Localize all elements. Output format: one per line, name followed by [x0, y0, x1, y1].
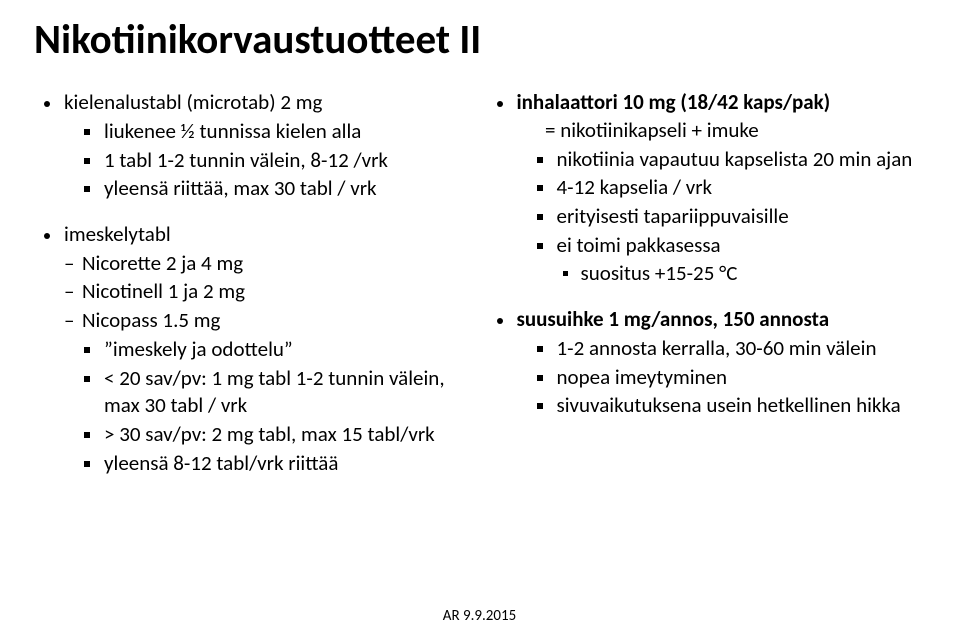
right-item: suositus +15-25 °C	[487, 260, 926, 288]
left-item: ”imeskely ja odottelu”	[34, 336, 473, 364]
left-item: yleensä riittää, max 30 tabl / vrk	[34, 175, 473, 203]
left-item: 1 tabl 1-2 tunnin välein, 8-12 /vrk	[34, 147, 473, 175]
right-item: 1-2 annosta kerralla, 30-60 min välein	[487, 335, 926, 363]
right-item: nopea imeytyminen	[487, 364, 926, 392]
slide: { "title": "Nikotiinikorvaustuotteet II"…	[0, 0, 959, 635]
right-item: inhalaattori 10 mg (18/42 kaps/pak) = ni…	[487, 89, 926, 144]
columns: kielenalustabl (microtab) 2 mg liukenee …	[34, 87, 925, 477]
right-item: 4-12 kapselia / vrk	[487, 174, 926, 202]
left-item: Nicorette 2 ja 4 mg	[34, 250, 473, 278]
left-item: yleensä 8-12 tabl/vrk riittää	[34, 450, 473, 478]
right-item: suusuihke 1 mg/annos, 150 annosta	[487, 306, 926, 334]
right-item: erityisesti tapariippuvaisille	[487, 203, 926, 231]
right-item-label: inhalaattori 10 mg (18/42 kaps/pak)	[517, 89, 831, 115]
left-item: Nicopass 1.5 mg	[34, 307, 473, 335]
right-item-sub: = nikotiinikapseli + imuke	[517, 117, 759, 143]
footer-text: AR 9.9.2015	[0, 607, 959, 625]
left-item: < 20 sav/pv: 1 mg tabl 1-2 tunnin välein…	[34, 365, 473, 420]
right-column: inhalaattori 10 mg (18/42 kaps/pak) = ni…	[487, 87, 926, 477]
left-item: imeskelytabl	[34, 221, 473, 249]
left-item: kielenalustabl (microtab) 2 mg	[34, 89, 473, 117]
left-item: liukenee ½ tunnissa kielen alla	[34, 118, 473, 146]
right-item: ei toimi pakkasessa	[487, 232, 926, 260]
left-item: > 30 sav/pv: 2 mg tabl, max 15 tabl/vrk	[34, 421, 473, 449]
left-item: Nicotinell 1 ja 2 mg	[34, 278, 473, 306]
right-item: sivuvaikutuksena usein hetkellinen hikka	[487, 392, 926, 420]
left-column: kielenalustabl (microtab) 2 mg liukenee …	[34, 87, 473, 477]
right-item: nikotiinia vapautuu kapselista 20 min aj…	[487, 146, 926, 174]
slide-title: Nikotiinikorvaustuotteet II	[34, 18, 925, 63]
